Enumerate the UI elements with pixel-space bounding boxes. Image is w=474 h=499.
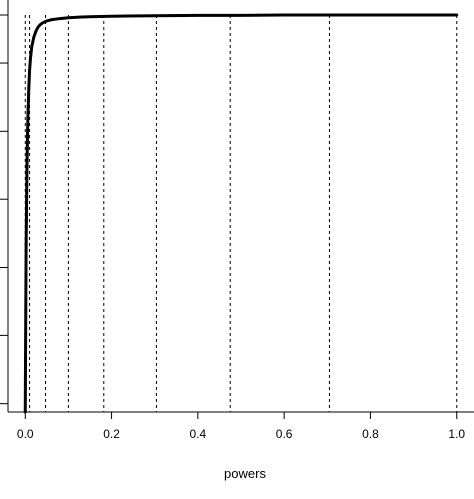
x-tick-label: 0.6 [276, 427, 293, 441]
x-tick-label: 0.2 [103, 427, 120, 441]
x-tick-label: 0.0 [17, 427, 34, 441]
vertical-reference-lines [24, 15, 458, 412]
x-tick-label: 0.4 [190, 427, 207, 441]
x-tick-label: 1.0 [448, 427, 465, 441]
x-tick-label: 0.8 [362, 427, 379, 441]
series-line [23, 13, 459, 414]
axes: 0.0 0.2 0.4 0.6 0.8 1.0 [0, 0, 474, 441]
x-axis-title: powers [224, 466, 266, 481]
series-layer [23, 13, 459, 414]
